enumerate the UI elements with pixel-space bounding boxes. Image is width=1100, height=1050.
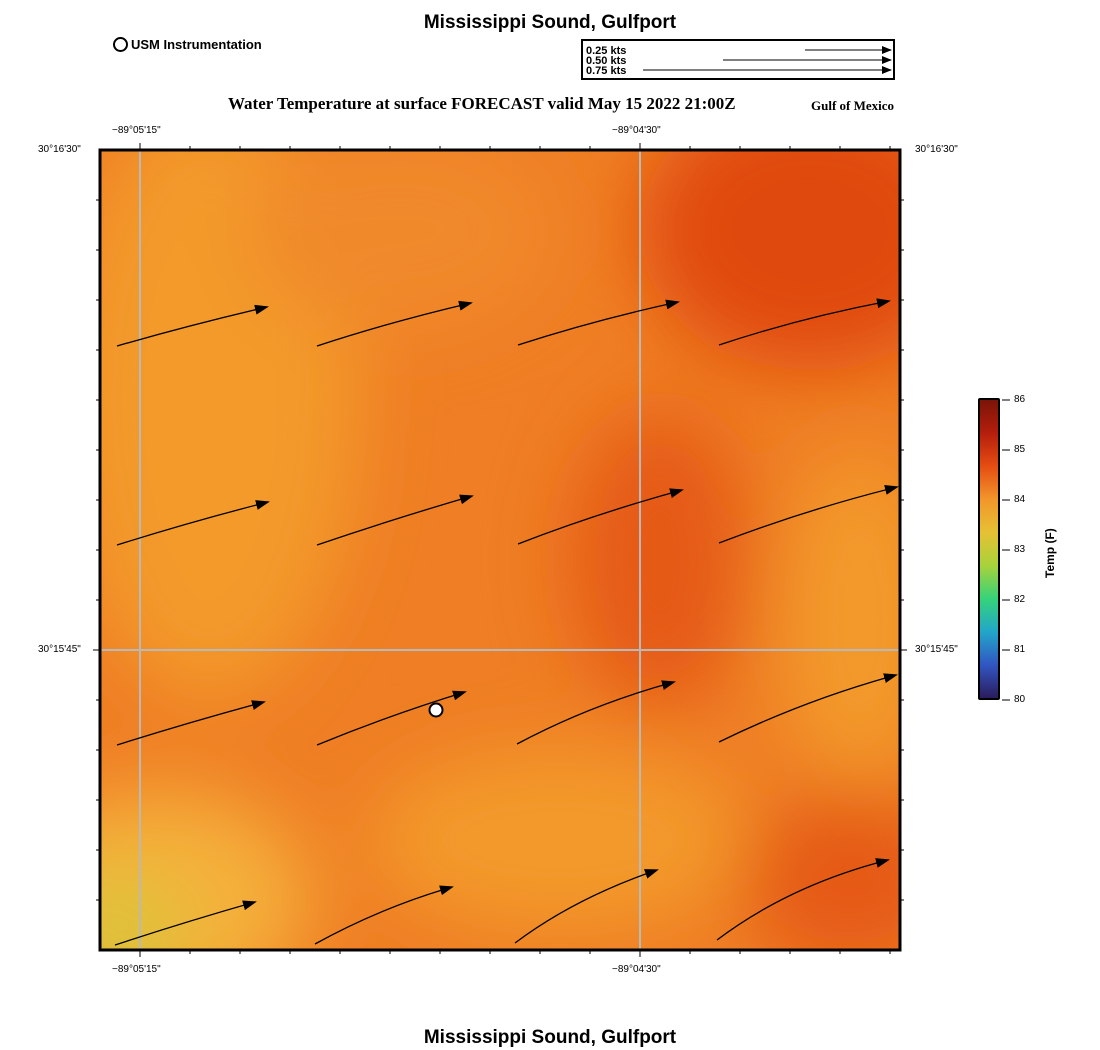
colorbar-tick-80: 80 [1014,694,1026,705]
colorbar-ticks: 86 85 84 83 82 81 80 [1002,392,1042,712]
colorbar-tick-84: 84 [1014,494,1026,505]
colorbar-tick-81: 81 [1014,644,1026,655]
instrument-legend-label: USM Instrumentation [131,37,262,52]
lon-tick-bottom-right: −89°04'30" [612,964,661,975]
current-arrow [718,485,899,544]
lat-tick-right-mid: 30°15'45" [915,644,958,655]
lon-tick-bottom-left: −89°05'15" [112,964,161,975]
current-arrow [716,858,890,941]
colorbar-tick-82: 82 [1014,594,1026,605]
current-arrow [517,299,680,346]
colorbar [978,398,1000,702]
frame-ticks [93,143,907,957]
current-arrow [517,488,684,545]
instrument-legend: USM Instrumentation [113,37,262,52]
region-label: Gulf of Mexico [811,98,895,113]
current-arrow [116,700,266,746]
current-speed-scale: 0.25 kts 0.50 kts 0.75 kts [581,39,895,80]
lat-tick-right-top: 30°16'30" [915,144,958,155]
colorbar-tick-83: 83 [1014,544,1026,555]
lon-tick-top-right: −89°04'30" [612,125,661,136]
current-arrow [316,494,474,546]
footer-title: Mississippi Sound, Gulfport [423,1027,677,1048]
colorbar-label: Temp (F) [1043,528,1057,578]
lat-tick-left-top: 30°16'30" [38,144,81,155]
current-arrow [114,900,257,946]
usm-station-marker [428,702,444,718]
current-arrow [116,304,269,347]
current-arrow [316,690,467,746]
scale-label-075: 0.75 kts [586,65,627,77]
map-subtitle: Water Temperature at surface FORECAST va… [228,94,736,113]
current-arrow [516,680,676,745]
lat-tick-left-mid: 30°15'45" [38,644,81,655]
colorbar-tick-85: 85 [1014,444,1026,455]
current-arrow [116,500,270,546]
current-arrow [718,673,898,743]
colorbar-gradient [978,398,1000,700]
current-arrow [514,869,659,944]
map-title: Mississippi Sound, Gulfport [423,12,677,33]
graticule [100,150,900,950]
scale-label-025: 0.25 kts [586,45,627,57]
instrument-marker-icon [113,37,128,52]
colorbar-tick-86: 86 [1014,394,1026,405]
current-arrow [718,298,891,346]
current-vectors [114,298,899,946]
current-arrow [316,300,473,347]
scale-arrows [643,46,892,74]
temperature-field [100,150,900,950]
scale-label-050: 0.50 kts [586,55,627,67]
current-arrow [314,885,454,945]
lon-tick-top-left: −89°05'15" [112,125,161,136]
